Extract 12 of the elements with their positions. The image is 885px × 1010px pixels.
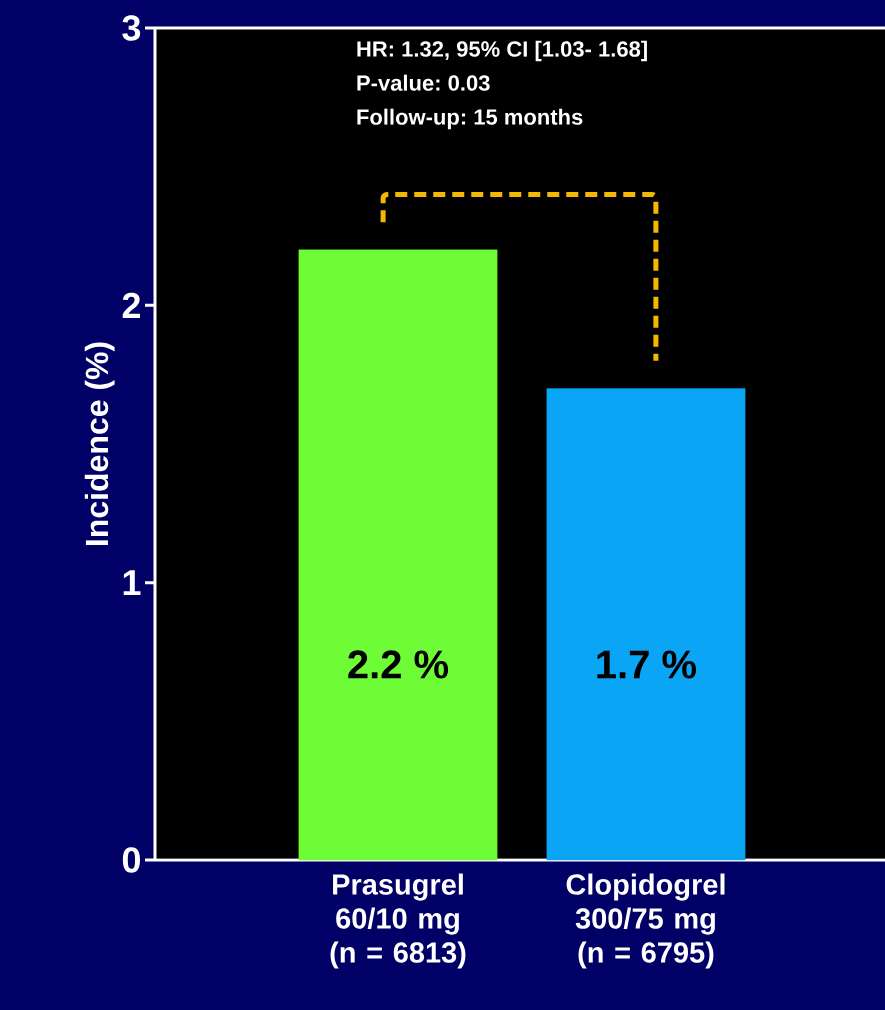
- annotation: P-value: 0.03: [357, 74, 490, 91]
- y-tick-label: 3: [122, 15, 141, 41]
- y-tick-label: 2: [122, 292, 141, 318]
- y-tick-label: 0: [122, 847, 140, 873]
- data-label: 1.7 %: [597, 650, 697, 679]
- annotation: Follow-up: 15 months: [357, 108, 583, 130]
- x-tick-label: Prasugrel 60/10 mg (n = 6813): [330, 873, 466, 969]
- annotation: HR: 1.32, 95% CI [1.03- 1.68]: [357, 40, 647, 62]
- y-axis-title: Incidence (%): [84, 342, 115, 545]
- data-label: 2.2 %: [348, 650, 449, 679]
- x-tick-label: Clopidogrel 300/75 mg (n = 6795): [566, 873, 725, 969]
- y-tick-label: 1: [123, 570, 141, 596]
